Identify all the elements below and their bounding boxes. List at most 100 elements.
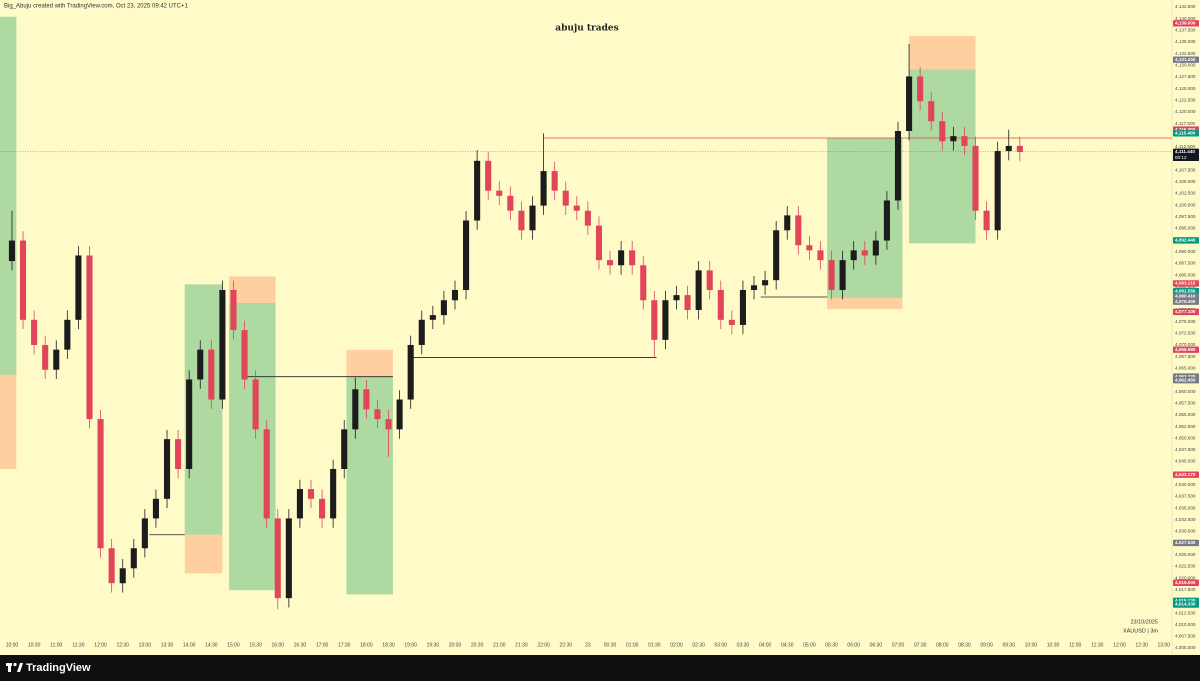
header-text: Big_Abuju created with TradingView.com, …	[4, 4, 188, 10]
x-tick-label: 01:00	[626, 642, 639, 648]
y-tick-label: 4,095.000	[1175, 226, 1196, 231]
x-tick-label: 13:30	[161, 642, 174, 648]
price-tag-label: 4,042.170	[1175, 472, 1196, 477]
candle-body	[1016, 145, 1023, 152]
date-label: 23/10/2025	[1130, 619, 1158, 625]
y-tick-label: 4,025.000	[1175, 552, 1196, 557]
price-tag	[1173, 280, 1199, 287]
brand-logo	[6, 662, 23, 672]
x-tick-label: 02:00	[670, 642, 683, 648]
candle-body	[97, 419, 104, 549]
candle-body	[983, 210, 990, 231]
candle-body	[263, 429, 270, 519]
candle-body	[629, 250, 636, 266]
candle-body	[8, 240, 16, 262]
x-tick-label: 18:30	[382, 642, 395, 648]
candle-body	[474, 160, 481, 221]
x-tick-label: 05:30	[825, 642, 838, 648]
loss-zone	[827, 297, 903, 310]
price-tag-label: 4,014.330	[1175, 602, 1196, 607]
y-tick-label: 4,107.500	[1175, 167, 1196, 172]
x-tick-label: 00:30	[604, 642, 617, 648]
candle-body	[341, 429, 348, 469]
x-tick-label: 02:30	[692, 642, 705, 648]
axes: 4,005.000 4,007.500 4,010.000 4,012.500 4,01…	[6, 4, 1199, 650]
price-tag-label: 4,063.220	[1175, 374, 1196, 379]
x-tick-label: 16:00	[272, 642, 285, 648]
candle-body	[119, 568, 126, 584]
y-tick-label: 4,010.000	[1175, 622, 1196, 627]
candle-body	[573, 205, 580, 211]
y-tick-label: 4,137.500	[1175, 28, 1196, 33]
y-tick-label: 4,132.500	[1175, 51, 1196, 56]
x-tick-label: 17:00	[316, 642, 329, 648]
candle-body	[352, 389, 359, 430]
price-tag-label: 4,027.530	[1175, 540, 1196, 545]
price-tag	[1173, 237, 1199, 244]
x-tick-label: 21:30	[515, 642, 528, 648]
y-tick-label: 4,070.000	[1175, 342, 1196, 347]
loss-zone	[0, 374, 17, 469]
candle-body	[330, 468, 337, 519]
x-tick-label: 19:30	[427, 642, 440, 648]
candle-body	[928, 101, 935, 122]
candle-body	[872, 240, 879, 256]
price-tag-label: 4,081.550	[1175, 288, 1196, 293]
price-tag-label: 4,015.130	[1175, 598, 1196, 603]
y-tick-label: 4,122.500	[1175, 97, 1196, 102]
price-tag-label: 4,062.450	[1175, 377, 1196, 382]
price-tag-label: 4,068.980	[1175, 347, 1196, 352]
candle-body	[485, 160, 492, 191]
candle-body	[197, 349, 204, 380]
y-tick-label: 4,112.500	[1175, 144, 1196, 149]
x-tick-label: 12:00	[94, 642, 107, 648]
y-tick-label: 4,032.500	[1175, 517, 1196, 522]
x-tick-label: 10:00	[1025, 642, 1038, 648]
candle-body	[141, 518, 148, 549]
x-tick-label: 12:00	[1113, 642, 1126, 648]
candle-body	[595, 225, 603, 261]
candle-body	[961, 136, 968, 146]
candle-body	[252, 379, 259, 430]
candle-body	[230, 289, 237, 331]
y-tick-label: 4,017.500	[1175, 587, 1196, 592]
price-tag	[1173, 376, 1199, 384]
price-tag	[1173, 298, 1199, 305]
y-tick-label: 4,135.000	[1175, 39, 1196, 44]
loss-zone	[229, 276, 276, 304]
y-tick-label: 4,035.000	[1175, 505, 1196, 510]
candle-body	[706, 270, 713, 290]
price-tag	[1173, 293, 1199, 300]
candle-body	[407, 344, 414, 400]
candle-body	[75, 255, 82, 320]
x-tick-label: 22:30	[559, 642, 572, 648]
countdown-bg	[1173, 154, 1199, 161]
candle-body	[175, 439, 182, 469]
candle-body	[551, 171, 558, 191]
last-price-tag	[1173, 148, 1199, 155]
x-tick-label: 20:00	[449, 642, 462, 648]
candle-body	[64, 319, 71, 350]
y-tick-label: 4,087.500	[1175, 261, 1196, 266]
candle-body	[363, 389, 370, 410]
x-tick-label: 12:30	[1135, 642, 1148, 648]
x-tick-label: 16:30	[294, 642, 307, 648]
y-tick-label: 4,022.500	[1175, 564, 1196, 569]
candle-body	[451, 289, 459, 301]
x-tick-label: 15:00	[227, 642, 240, 648]
x-tick-label: 09:00	[980, 642, 993, 648]
candle-body	[917, 76, 924, 102]
candle-body	[795, 215, 802, 246]
candle-body	[950, 136, 957, 142]
candle-body	[529, 205, 536, 231]
x-tick-label: 11:30	[1091, 642, 1103, 648]
y-tick-label: 4,060.000	[1175, 389, 1196, 394]
candle-body	[19, 240, 27, 320]
price-tag	[1173, 539, 1199, 547]
brand: TradingView	[26, 662, 91, 674]
candle-body	[640, 265, 647, 301]
loss-zone	[346, 349, 393, 377]
x-tick-label: 07:30	[914, 642, 927, 648]
y-tick-label: 4,057.500	[1175, 400, 1196, 405]
x-tick-label: 09:30	[1002, 642, 1015, 648]
